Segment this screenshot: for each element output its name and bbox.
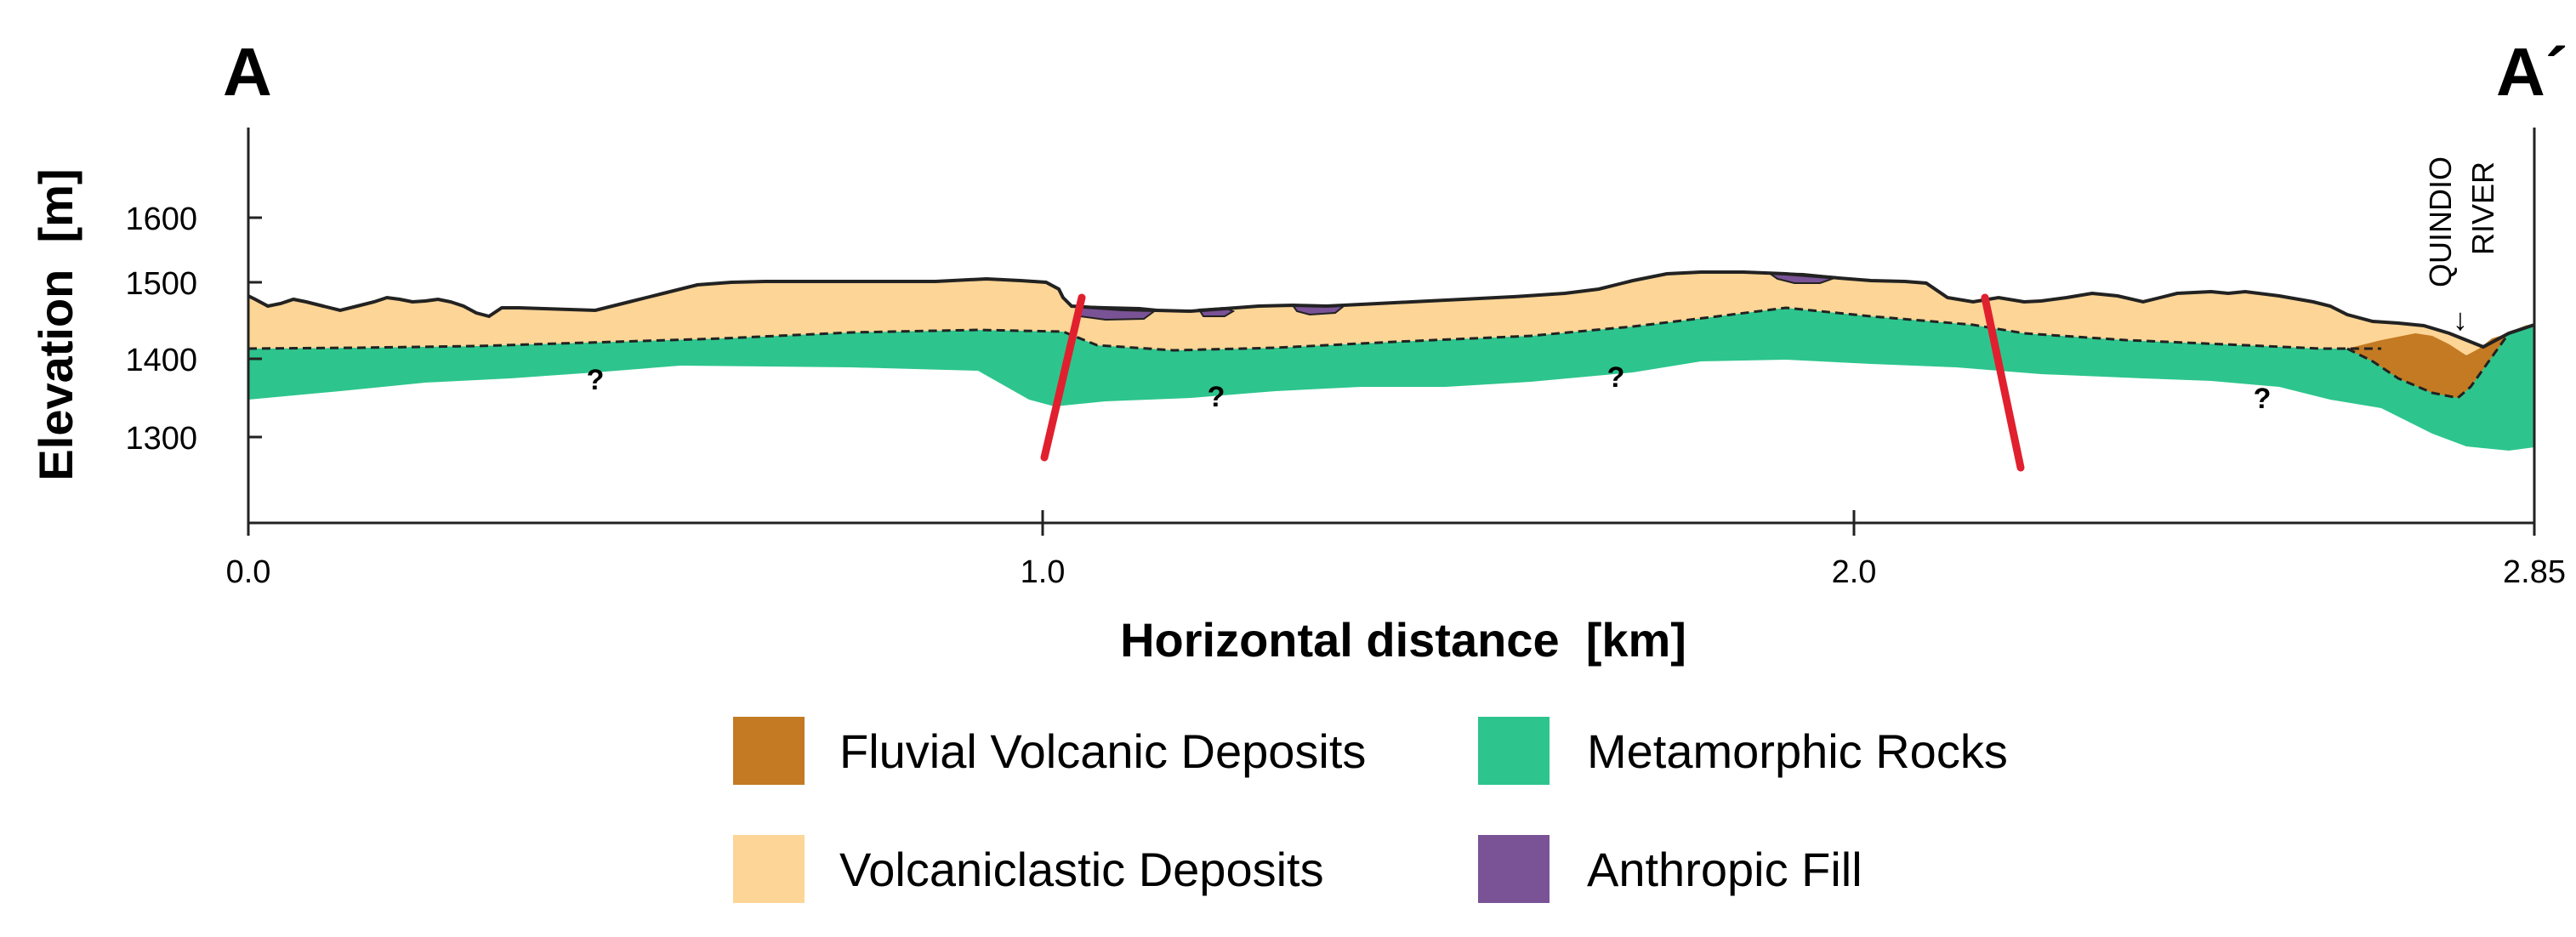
x-axis-title: Horizontal distance [km] bbox=[1120, 613, 1686, 667]
y-tick-label: 1500 bbox=[125, 266, 197, 302]
y-tick-label: 1600 bbox=[125, 202, 197, 237]
fluvial-volcanic-deposits-unit bbox=[2347, 333, 2509, 398]
legend-swatch-metamorphic bbox=[1478, 717, 1550, 785]
topographic-surface bbox=[247, 270, 2535, 349]
fault-line bbox=[1981, 293, 2025, 472]
x-tick-label: 2.85 bbox=[2503, 554, 2566, 590]
legend-label-metamorphic: Metamorphic Rocks bbox=[1587, 724, 2008, 778]
legend-swatch-volcaniclastic bbox=[733, 835, 805, 903]
river-arrow-icon: ↓ bbox=[2453, 302, 2468, 337]
x-tick-label: 0.0 bbox=[226, 554, 271, 590]
contact-line bbox=[247, 306, 2381, 352]
uncertain-contact-mark: ? bbox=[1607, 361, 1625, 394]
uncertain-contact-mark: ? bbox=[2254, 383, 2272, 415]
uncertain-contact-mark: ? bbox=[587, 364, 605, 396]
legend-label-anthropic: Anthropic Fill bbox=[1587, 843, 1862, 896]
y-tick-label: 1400 bbox=[125, 343, 197, 378]
fault-line bbox=[1040, 293, 1086, 462]
metamorphic-rocks-unit bbox=[248, 308, 2534, 451]
legend-swatch-fluvial bbox=[733, 717, 805, 785]
section-end-label: A´ bbox=[2496, 34, 2567, 110]
y-tick-label: 1300 bbox=[125, 421, 197, 457]
y-axis-title: Elevation [m] bbox=[29, 168, 82, 480]
legend-label-volcaniclastic: Volcaniclastic Deposits bbox=[839, 843, 1324, 896]
x-tick-label: 1.0 bbox=[1021, 554, 1066, 590]
uncertain-contact-mark: ? bbox=[1208, 381, 1225, 413]
legend: Fluvial Volcanic Deposits Metamorphic Ro… bbox=[733, 717, 2008, 903]
geologic-cross-section: ? ? ? ? bbox=[247, 270, 2535, 472]
legend-swatch-anthropic bbox=[1478, 835, 1550, 903]
river-annotation: QUINDIO RIVER ↓ bbox=[2423, 156, 2500, 337]
river-label-line1: QUINDIO bbox=[2423, 156, 2458, 287]
volcaniclastic-deposits-unit bbox=[248, 272, 2534, 357]
section-start-label: A bbox=[223, 34, 272, 110]
legend-label-fluvial: Fluvial Volcanic Deposits bbox=[839, 724, 1366, 778]
axes bbox=[247, 128, 2536, 536]
river-label-line2: RIVER bbox=[2465, 162, 2500, 255]
x-tick-label: 2.0 bbox=[1832, 554, 1877, 590]
fluvial-deposits-outline bbox=[2346, 332, 2511, 400]
